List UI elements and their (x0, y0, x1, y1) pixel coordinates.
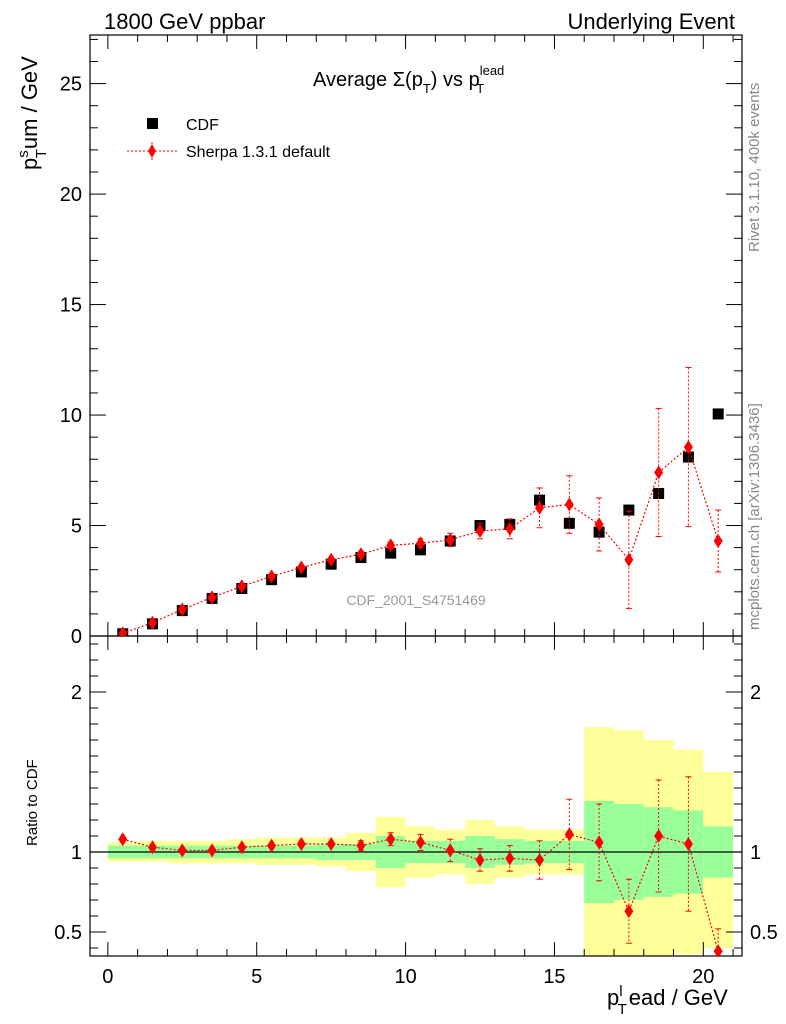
x-tick-label: 0 (102, 966, 113, 988)
legend-cdf-marker (147, 118, 158, 129)
sherpa-data-point (713, 533, 723, 548)
sherpa-data-point (535, 500, 545, 515)
sherpa-data-point (267, 569, 277, 584)
cdf-data-point (623, 504, 635, 516)
sherpa-data-point (564, 497, 574, 512)
cdf-data-point (712, 408, 724, 420)
main-y-tick-label: 20 (60, 184, 82, 206)
legend-cdf-label: CDF (186, 117, 219, 134)
ratio-data-point (535, 853, 545, 867)
x-tick-label: 10 (394, 966, 416, 988)
ratio-data-point (148, 840, 158, 855)
ratio-data-point (594, 835, 604, 850)
ratio-y-tick-label: 0.5 (54, 922, 82, 944)
sherpa-data-point (177, 602, 187, 617)
ratio-data-point (683, 837, 693, 851)
ratio-data-point (564, 827, 574, 842)
sherpa-data-point (475, 524, 485, 539)
ratio-data-point (356, 838, 366, 853)
header-right-label: Underlying Event (567, 9, 735, 34)
legend (127, 118, 177, 160)
ratio-data-point (118, 832, 128, 847)
plot-title: Average Σ(pT) vs plead T (313, 63, 504, 96)
sherpa-data-point (118, 626, 128, 636)
cdf-data-point (385, 547, 397, 559)
main-y-tick-label: 0 (71, 626, 82, 648)
sherpa-data-point (445, 532, 455, 547)
legend-sherpa-marker (148, 144, 156, 158)
ratio-data-point (445, 843, 455, 858)
sherpa-data-point (296, 560, 306, 575)
sherpa-data-point (386, 538, 396, 553)
ratio-data-point (207, 843, 217, 858)
ratio-y-tick-label: 2 (71, 682, 82, 704)
cdf-data-point (593, 526, 605, 538)
sherpa-data-point (237, 579, 247, 594)
ratio-data-point (177, 843, 187, 858)
ratio-data-point (505, 851, 515, 866)
sherpa-data-point (594, 517, 604, 532)
sherpa-data-point (415, 536, 425, 551)
ratio-data-point (475, 853, 485, 867)
x-axis-label: pl Tead / GeV (607, 983, 728, 1018)
ratio-data-point (296, 837, 306, 851)
ratio-y-tick-label: 1 (71, 842, 82, 864)
analysis-watermark: CDF_2001_S4751469 (346, 592, 486, 608)
sherpa-data-point (683, 440, 693, 455)
ratio-y-tick-label-right: 2 (750, 682, 761, 704)
ratio-data-point (386, 832, 396, 847)
ratio-y-tick-label-right: 0.5 (750, 922, 778, 944)
legend-sherpa-label: Sherpa 1.3.1 default (186, 144, 331, 161)
main-y-tick-label: 15 (60, 295, 82, 317)
sherpa-data-point (654, 465, 664, 480)
main-y-tick-label: 5 (71, 516, 82, 538)
sherpa-data-point (505, 521, 515, 536)
ratio-plot-frame (89, 635, 743, 957)
ratio-data-point (237, 840, 247, 855)
ratio-y-tick-label-right: 1 (750, 842, 761, 864)
main-y-tick-label: 10 (60, 405, 82, 427)
main-data (117, 367, 724, 636)
sherpa-data-point (148, 615, 158, 630)
x-tick-label: 15 (543, 966, 565, 988)
sherpa-data-point (356, 547, 366, 562)
ratio-data-point (326, 837, 336, 851)
ratio-data-point (654, 829, 664, 843)
sherpa-data-point (326, 552, 336, 567)
ratio-data-point (415, 835, 425, 850)
sherpa-data-point (624, 552, 634, 567)
ratio-data-point (624, 904, 634, 919)
cdf-data-point (563, 517, 575, 529)
main-y-axis-label: psTum / GeV (15, 56, 50, 170)
header-left-label: 1800 GeV ppbar (104, 9, 266, 34)
ratio-y-axis-label: Ratio to CDF (24, 759, 41, 846)
ratio-data-point (713, 944, 723, 956)
main-y-tick-label: 25 (60, 74, 82, 96)
x-tick-label: 20 (692, 966, 714, 988)
sherpa-data-point (207, 590, 217, 605)
ratio-data-point (267, 838, 277, 853)
x-tick-label: 5 (251, 966, 262, 988)
ratio-data (118, 776, 723, 956)
